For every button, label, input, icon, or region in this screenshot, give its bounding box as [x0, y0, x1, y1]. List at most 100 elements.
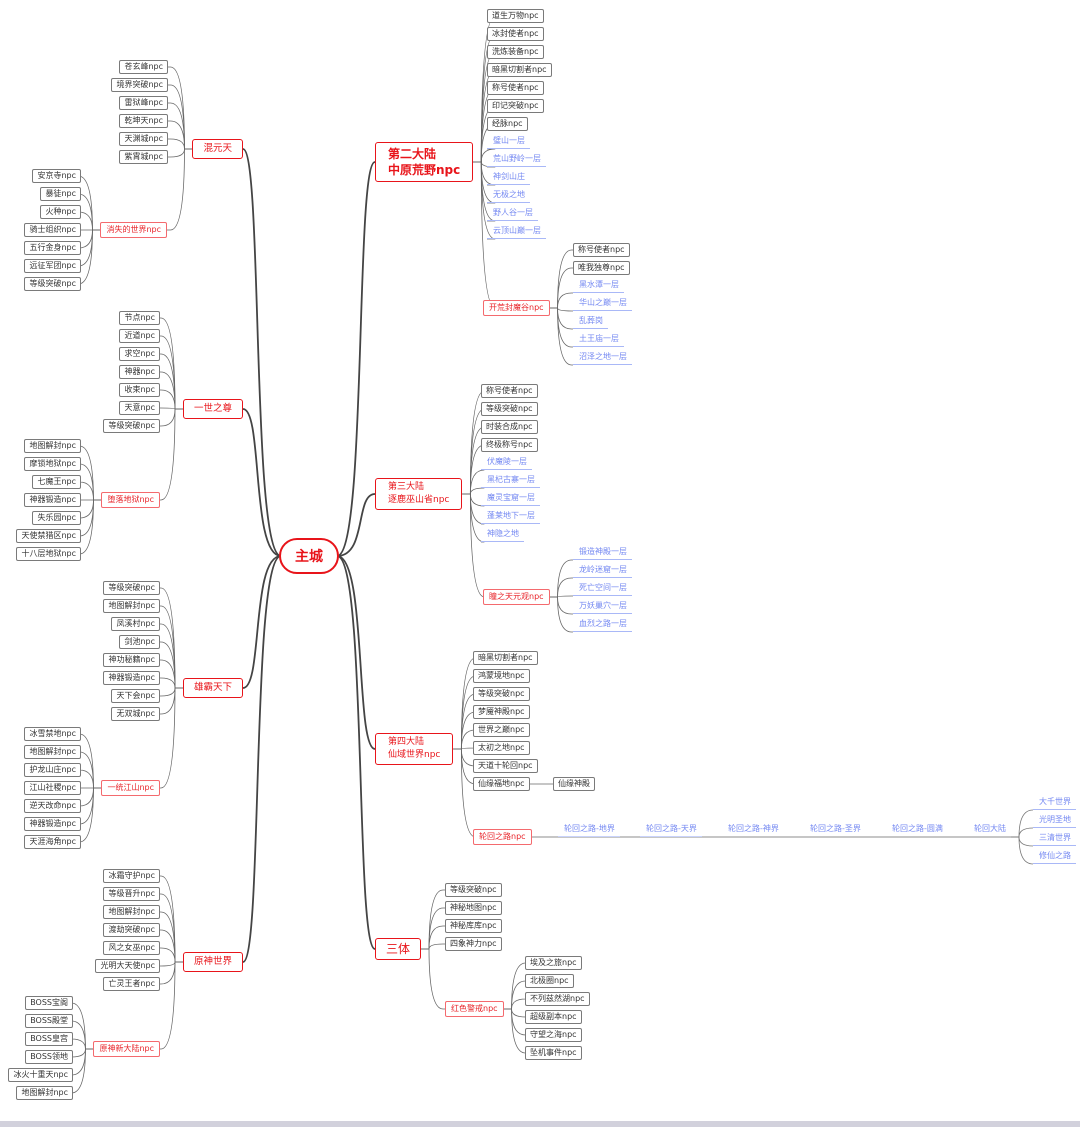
map-link[interactable]: 华山之巅一层: [573, 297, 632, 311]
map-link[interactable]: 无极之地: [487, 189, 530, 203]
map-link[interactable]: 死亡空间一层: [573, 582, 632, 596]
branch-node[interactable]: 一世之尊: [182, 399, 243, 419]
leaf-link[interactable]: 修仙之路: [1033, 850, 1076, 864]
npc-node[interactable]: BOSS宝阁: [25, 996, 73, 1010]
npc-node[interactable]: 神器锻造npc: [24, 817, 81, 831]
branch-node[interactable]: 第三大陆 逐鹿巫山省npc: [375, 478, 463, 510]
npc-node[interactable]: 地图解封npc: [103, 905, 160, 919]
npc-node[interactable]: 四象神力npc: [445, 937, 502, 951]
npc-node[interactable]: 不列兹然湖npc: [525, 992, 590, 1006]
npc-node[interactable]: 超级副本npc: [525, 1010, 582, 1024]
npc-node[interactable]: 乾坤天npc: [119, 114, 168, 128]
npc-node[interactable]: 神秘地图npc: [445, 901, 502, 915]
npc-node[interactable]: 摩锁地狱npc: [24, 457, 81, 471]
npc-node[interactable]: BOSS皇宫: [25, 1032, 73, 1046]
npc-node[interactable]: 节点npc: [119, 311, 160, 325]
npc-node[interactable]: 称号使者npc: [487, 81, 544, 95]
map-link[interactable]: 锻造神殿一层: [573, 546, 632, 560]
subgroup-node[interactable]: 红色警戒npc: [445, 1001, 504, 1017]
npc-node[interactable]: 天使禁猎区npc: [16, 529, 81, 543]
subgroup-node[interactable]: 开荒封魔谷npc: [483, 300, 550, 316]
subgroup-node[interactable]: 一统江山npc: [101, 780, 160, 796]
npc-node[interactable]: 冰雪禁地npc: [24, 727, 81, 741]
npc-node[interactable]: 埃及之旅npc: [525, 956, 582, 970]
map-link[interactable]: 伏魔陵一层: [481, 456, 532, 470]
map-link[interactable]: 土王庙一层: [573, 333, 624, 347]
npc-node[interactable]: 神器npc: [119, 365, 160, 379]
leaf-link[interactable]: 光明圣地: [1033, 814, 1076, 828]
npc-node[interactable]: 渡劫突破npc: [103, 923, 160, 937]
npc-node[interactable]: 守望之海npc: [525, 1028, 582, 1042]
map-link[interactable]: 万妖巢穴一层: [573, 600, 632, 614]
npc-node[interactable]: 剑池npc: [119, 635, 160, 649]
npc-node[interactable]: 七魔王npc: [32, 475, 81, 489]
npc-node[interactable]: 求空npc: [119, 347, 160, 361]
npc-node[interactable]: 时装合成npc: [481, 420, 538, 434]
npc-node[interactable]: 天下会npc: [111, 689, 160, 703]
npc-node[interactable]: 称号使者npc: [573, 243, 630, 257]
map-link[interactable]: 魔灵宝窟一层: [481, 492, 540, 506]
branch-node[interactable]: 第二大陆 中原荒野npc: [375, 142, 474, 182]
subgroup-node[interactable]: 轮回之路npc: [473, 829, 532, 845]
npc-node[interactable]: 鸿蒙境地npc: [473, 669, 530, 683]
npc-node[interactable]: 等级突破npc: [24, 277, 81, 291]
chain-link[interactable]: 轮回之路-天界: [640, 823, 702, 837]
subgroup-node[interactable]: 原神新大陆npc: [93, 1041, 160, 1057]
npc-node[interactable]: 北极圈npc: [525, 974, 574, 988]
branch-node[interactable]: 混元天: [192, 139, 243, 159]
npc-node[interactable]: 收束npc: [119, 383, 160, 397]
npc-node[interactable]: 天意npc: [119, 401, 160, 415]
npc-node[interactable]: 道生万物npc: [487, 9, 544, 23]
npc-node[interactable]: 失乐园npc: [32, 511, 81, 525]
npc-node[interactable]: 安京寺npc: [32, 169, 81, 183]
npc-node[interactable]: 风之女巫npc: [103, 941, 160, 955]
branch-node[interactable]: 原神世界: [182, 952, 243, 972]
npc-node[interactable]: 终极称号npc: [481, 438, 538, 452]
npc-node[interactable]: 雷狱峰npc: [119, 96, 168, 110]
npc-node[interactable]: 江山社稷npc: [24, 781, 81, 795]
chain-link[interactable]: 轮回大陆: [968, 823, 1011, 837]
npc-node[interactable]: 冰火十重天npc: [8, 1068, 73, 1082]
npc-node[interactable]: BOSS殿堂: [25, 1014, 73, 1028]
npc-node[interactable]: 等级突破npc: [481, 402, 538, 416]
map-link[interactable]: 荒山野岭一层: [487, 153, 546, 167]
npc-node[interactable]: 天道十轮回npc: [473, 759, 538, 773]
map-link[interactable]: 黑水潭一层: [573, 279, 624, 293]
subgroup-node[interactable]: 消失的世界npc: [100, 222, 167, 238]
npc-node[interactable]: 冰封使者npc: [487, 27, 544, 41]
npc-node[interactable]: 光明大天使npc: [95, 959, 160, 973]
npc-node[interactable]: 等级突破npc: [445, 883, 502, 897]
npc-node[interactable]: 逆天改命npc: [24, 799, 81, 813]
npc-node[interactable]: 暗黑切割者npc: [487, 63, 552, 77]
npc-node[interactable]: 地图解封npc: [24, 745, 81, 759]
npc-node[interactable]: 骑士组织npc: [24, 223, 81, 237]
npc-node[interactable]: 亡灵王者npc: [103, 977, 160, 991]
npc-node[interactable]: 五行金身npc: [24, 241, 81, 255]
npc-node[interactable]: 凤溪村npc: [111, 617, 160, 631]
npc-node[interactable]: 冰霜守护npc: [103, 869, 160, 883]
npc-node[interactable]: 紫霄城npc: [119, 150, 168, 164]
map-link[interactable]: 黑杞古寨一层: [481, 474, 540, 488]
npc-node[interactable]: 境界突破npc: [111, 78, 168, 92]
subgroup-node[interactable]: 瞳之天元观npc: [483, 589, 550, 605]
npc-node[interactable]: 等级晋升npc: [103, 887, 160, 901]
map-link[interactable]: 龙岭迷窟一层: [573, 564, 632, 578]
npc-node[interactable]: 等级突破npc: [103, 419, 160, 433]
npc-node[interactable]: 十八层地狱npc: [16, 547, 81, 561]
chain-link[interactable]: 轮回之路-圆满: [886, 823, 948, 837]
npc-node[interactable]: 护龙山庄npc: [24, 763, 81, 777]
branch-node[interactable]: 三体: [375, 938, 422, 960]
map-link[interactable]: 乱葬岗: [573, 315, 608, 329]
leaf-link[interactable]: 大千世界: [1033, 796, 1076, 810]
npc-node[interactable]: BOSS领地: [25, 1050, 73, 1064]
map-link[interactable]: 神隐之地: [481, 528, 524, 542]
npc-node[interactable]: 神器锻造npc: [24, 493, 81, 507]
npc-node[interactable]: 称号使者npc: [481, 384, 538, 398]
npc-node[interactable]: 地图解封npc: [103, 599, 160, 613]
npc-node[interactable]: 梦魇神殿npc: [473, 705, 530, 719]
npc-node[interactable]: 近道npc: [119, 329, 160, 343]
map-link[interactable]: 血烈之路一层: [573, 618, 632, 632]
npc-node[interactable]: 神功秘籍npc: [103, 653, 160, 667]
npc-node[interactable]: 远征军团npc: [24, 259, 81, 273]
map-link[interactable]: 云顶山巅一层: [487, 225, 546, 239]
